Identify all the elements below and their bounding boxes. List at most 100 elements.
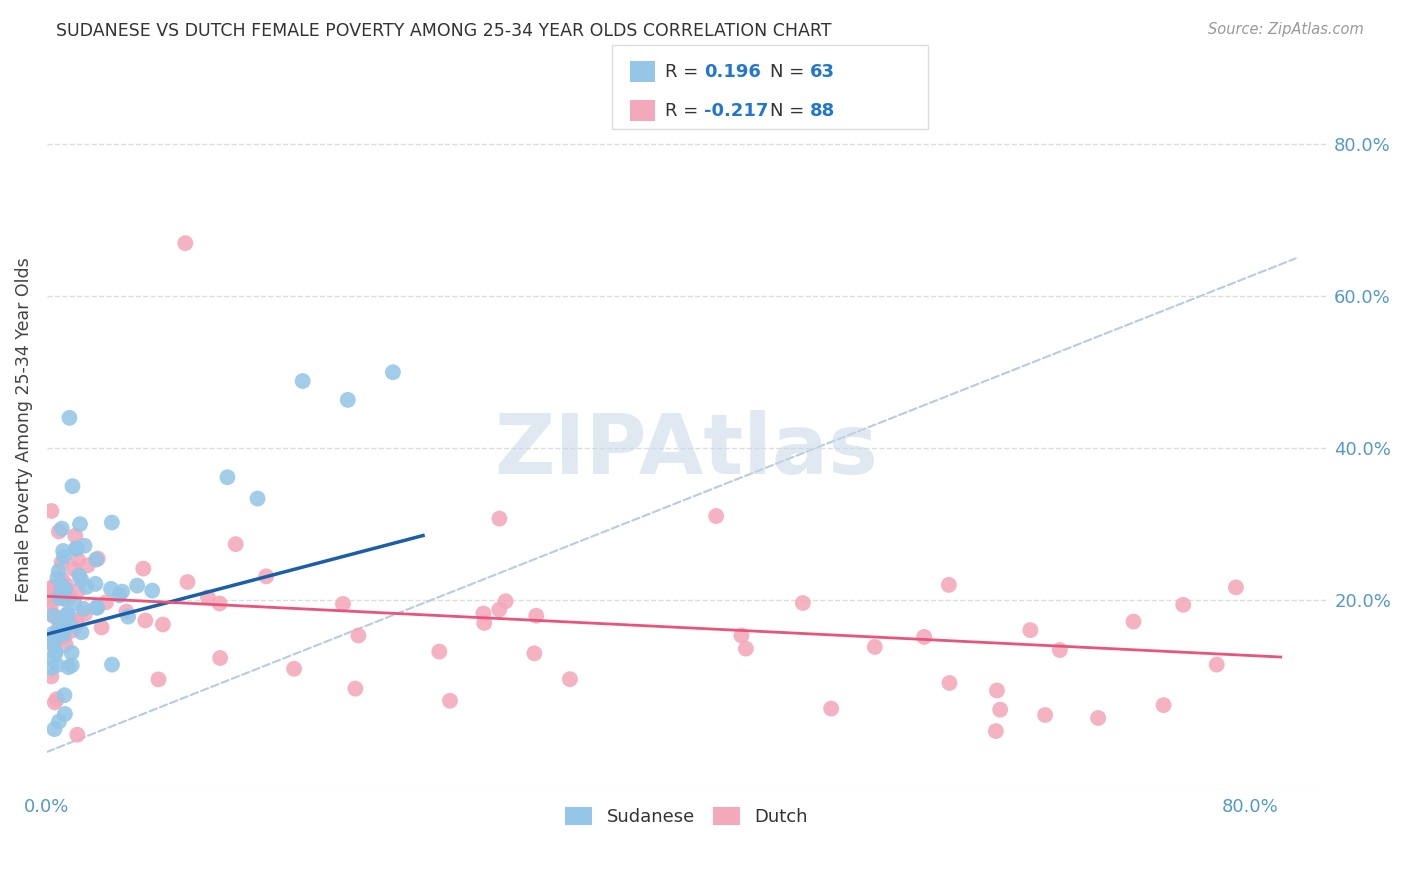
Point xyxy=(46,622,69,636)
Point xyxy=(208,597,231,611)
Point xyxy=(66,541,89,556)
Point xyxy=(67,553,90,567)
Point xyxy=(60,624,83,638)
Point xyxy=(41,581,63,595)
Point xyxy=(65,529,87,543)
Point xyxy=(76,558,98,573)
Point xyxy=(86,600,108,615)
Text: -0.217: -0.217 xyxy=(704,102,769,120)
Point xyxy=(53,706,76,721)
Point xyxy=(820,701,842,715)
Point xyxy=(53,631,76,645)
Point xyxy=(45,645,67,659)
Point xyxy=(48,564,70,578)
Point xyxy=(48,625,70,640)
Point xyxy=(134,614,156,628)
Point xyxy=(197,591,219,605)
Point xyxy=(51,556,73,570)
Point xyxy=(42,608,65,623)
Point xyxy=(254,569,277,583)
Point xyxy=(52,627,75,641)
Point xyxy=(152,617,174,632)
Point xyxy=(56,593,79,607)
Point xyxy=(48,591,70,605)
Point xyxy=(42,634,65,648)
FancyBboxPatch shape xyxy=(630,100,655,121)
Point xyxy=(86,600,108,615)
Point xyxy=(42,608,65,623)
Point xyxy=(66,728,89,742)
Point xyxy=(48,590,70,604)
Point xyxy=(523,646,546,660)
Y-axis label: Female Poverty Among 25-34 Year Olds: Female Poverty Among 25-34 Year Olds xyxy=(15,257,32,601)
Point xyxy=(938,676,960,690)
Point xyxy=(60,658,83,673)
Point xyxy=(1225,580,1247,594)
Point xyxy=(59,618,82,632)
Point xyxy=(42,584,65,599)
Point xyxy=(984,724,1007,739)
Point xyxy=(283,662,305,676)
Point xyxy=(94,595,117,609)
Point xyxy=(63,562,86,576)
Point xyxy=(291,374,314,388)
Point xyxy=(101,516,124,530)
Point xyxy=(141,583,163,598)
Point xyxy=(108,588,131,602)
Point xyxy=(347,628,370,642)
Point xyxy=(1049,643,1071,657)
Point xyxy=(912,630,935,644)
Point xyxy=(495,594,517,608)
Point xyxy=(41,597,63,611)
Point xyxy=(336,392,359,407)
Text: 0.196: 0.196 xyxy=(704,62,761,80)
Point xyxy=(41,651,63,665)
Point xyxy=(472,615,495,630)
Point xyxy=(60,646,83,660)
Point xyxy=(148,673,170,687)
Point xyxy=(1173,598,1195,612)
Point xyxy=(174,236,197,251)
Point xyxy=(100,582,122,596)
Point xyxy=(55,578,77,592)
Point xyxy=(58,590,80,604)
Point xyxy=(986,683,1008,698)
Point xyxy=(938,578,960,592)
Point xyxy=(1033,708,1056,723)
Point xyxy=(90,620,112,634)
Point xyxy=(44,646,66,660)
Point xyxy=(730,628,752,642)
FancyBboxPatch shape xyxy=(612,45,928,129)
Point xyxy=(1205,657,1227,672)
Point xyxy=(63,597,86,611)
Point xyxy=(51,522,73,536)
Text: R =: R = xyxy=(665,62,704,80)
Point xyxy=(488,511,510,525)
Point xyxy=(734,641,756,656)
Point xyxy=(51,580,73,594)
Point xyxy=(427,645,450,659)
Point xyxy=(84,552,107,566)
Text: N =: N = xyxy=(770,62,810,80)
Point xyxy=(67,568,90,582)
Point xyxy=(55,638,77,652)
Point xyxy=(704,509,727,524)
Point xyxy=(46,624,69,638)
Point xyxy=(53,582,76,597)
Point xyxy=(73,539,96,553)
Point xyxy=(117,609,139,624)
Point xyxy=(45,692,67,706)
Point xyxy=(53,549,76,564)
Point xyxy=(225,537,247,551)
Point xyxy=(344,681,367,696)
Point xyxy=(115,605,138,619)
Point xyxy=(246,491,269,506)
Text: 88: 88 xyxy=(810,102,835,120)
Point xyxy=(127,579,149,593)
Point xyxy=(44,722,66,736)
Text: SUDANESE VS DUTCH FEMALE POVERTY AMONG 25-34 YEAR OLDS CORRELATION CHART: SUDANESE VS DUTCH FEMALE POVERTY AMONG 2… xyxy=(56,22,832,40)
Point xyxy=(62,479,84,493)
Point xyxy=(42,626,65,640)
Point xyxy=(72,602,94,616)
Point xyxy=(472,607,495,621)
